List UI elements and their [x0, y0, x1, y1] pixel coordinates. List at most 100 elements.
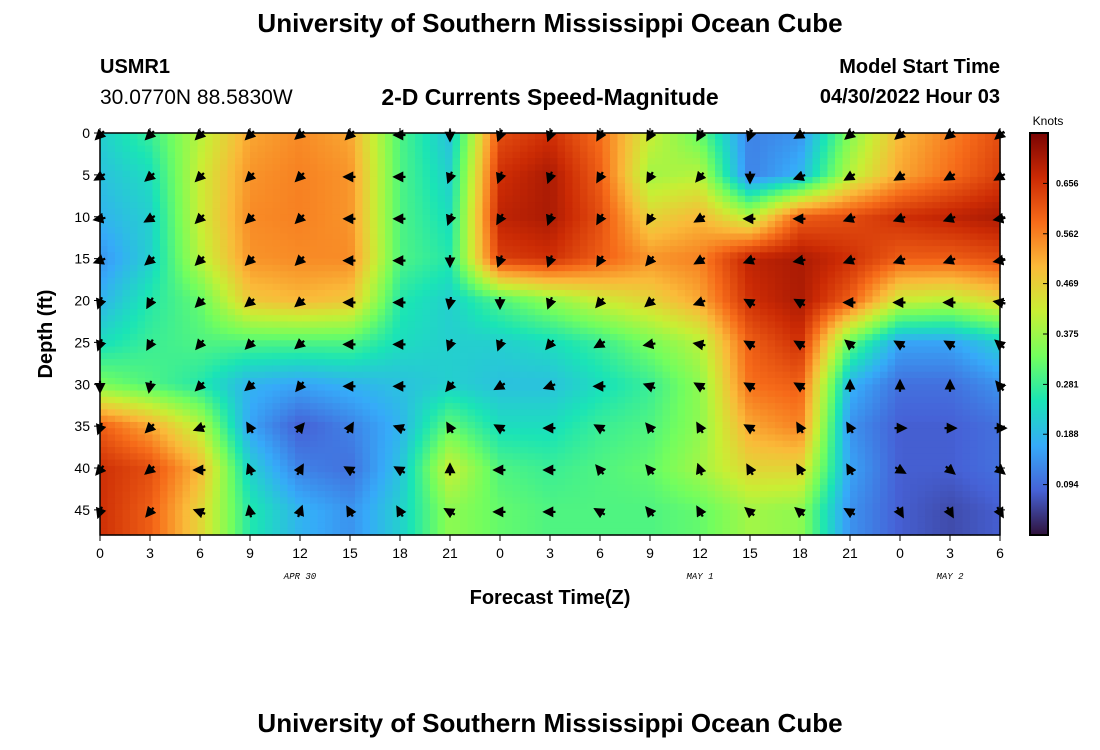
heatmap-cell: [707, 371, 716, 379]
heatmap-cell: [857, 208, 866, 216]
heatmap-cell: [362, 195, 371, 203]
heatmap-cell: [460, 371, 469, 379]
heatmap-cell: [130, 377, 139, 385]
heatmap-cell: [325, 315, 334, 323]
heatmap-cell: [115, 283, 124, 291]
heatmap-cell: [190, 271, 199, 279]
heatmap-cell: [137, 145, 146, 153]
heatmap-cell: [685, 246, 694, 253]
heatmap-cell: [467, 158, 476, 166]
heatmap-cell: [310, 164, 319, 172]
heatmap-cell: [430, 365, 439, 373]
heatmap-cell: [115, 133, 124, 140]
heatmap-cell: [940, 164, 949, 172]
heatmap-cell: [775, 176, 784, 184]
heatmap-cell: [760, 290, 769, 297]
heatmap-cell: [977, 359, 986, 367]
heatmap-cell: [977, 377, 986, 385]
heatmap-cell: [362, 151, 371, 159]
heatmap-cell: [587, 151, 596, 159]
heatmap-cell: [152, 365, 161, 373]
heatmap-cell: [527, 283, 536, 291]
heatmap-cell: [707, 227, 716, 235]
heatmap-cell: [632, 308, 641, 316]
heatmap-cell: [805, 151, 814, 159]
heatmap-cell: [100, 233, 109, 241]
heatmap-cell: [857, 183, 866, 191]
heatmap-cell: [595, 158, 604, 166]
heatmap-cell: [947, 145, 956, 153]
heatmap-cell: [685, 151, 694, 159]
heatmap-cell: [400, 365, 409, 373]
heatmap-cell: [572, 283, 581, 291]
heatmap-cell: [272, 283, 281, 291]
heatmap-cell: [617, 133, 626, 140]
heatmap-cell: [115, 158, 124, 166]
heatmap-cell: [820, 164, 829, 172]
heatmap-cell: [130, 340, 139, 348]
heatmap-cell: [115, 271, 124, 279]
heatmap-cell: [475, 352, 484, 360]
heatmap-cell: [542, 158, 551, 166]
heatmap-cell: [347, 139, 356, 147]
heatmap-cell: [587, 189, 596, 197]
heatmap-cell: [610, 258, 619, 266]
heatmap-cell: [677, 239, 686, 247]
heatmap-cell: [137, 246, 146, 253]
heatmap-cell: [512, 340, 521, 348]
heatmap-cell: [580, 189, 589, 197]
heatmap-cell: [782, 283, 791, 291]
heatmap-cell: [827, 315, 836, 323]
heatmap-cell: [595, 239, 604, 247]
heatmap-cell: [730, 359, 739, 367]
heatmap-cell: [977, 164, 986, 172]
heatmap-cell: [460, 139, 469, 147]
heatmap-cell: [887, 315, 896, 323]
heatmap-cell: [625, 384, 634, 392]
heatmap-cell: [175, 384, 184, 392]
heatmap-cell: [460, 145, 469, 153]
heatmap-cell: [392, 359, 401, 367]
heatmap-cell: [415, 264, 424, 272]
heatmap-cell: [490, 321, 499, 329]
heatmap-cell: [707, 252, 716, 260]
heatmap-cell: [482, 384, 491, 392]
heatmap-cell: [385, 359, 394, 367]
heatmap-cell: [272, 220, 281, 228]
heatmap-cell: [797, 334, 806, 341]
heatmap-cell: [415, 183, 424, 191]
heatmap-cell: [760, 252, 769, 260]
heatmap-cell: [190, 189, 199, 197]
heatmap-cell: [100, 202, 109, 209]
heatmap-cell: [820, 233, 829, 241]
heatmap-cell: [617, 189, 626, 197]
heatmap-cell: [775, 158, 784, 166]
heatmap-cell: [565, 264, 574, 272]
heatmap-cell: [325, 220, 334, 228]
heatmap-cell: [167, 277, 176, 285]
heatmap-cell: [640, 233, 649, 241]
heatmap-cell: [745, 264, 754, 272]
heatmap-cell: [497, 208, 506, 216]
heatmap-cell: [175, 233, 184, 241]
heatmap-cell: [355, 252, 364, 260]
heatmap-cell: [332, 214, 341, 222]
heatmap-cell: [917, 359, 926, 367]
heatmap-cell: [107, 365, 116, 373]
heatmap-cell: [872, 371, 881, 379]
heatmap-cell: [190, 308, 199, 316]
heatmap-cell: [302, 258, 311, 266]
heatmap-cell: [400, 170, 409, 178]
heatmap-cell: [205, 139, 214, 147]
heatmap-cell: [400, 346, 409, 354]
heatmap-cell: [910, 195, 919, 203]
heatmap-cell: [137, 315, 146, 323]
heatmap-cell: [625, 239, 634, 247]
heatmap-cell: [497, 239, 506, 247]
heatmap-cell: [835, 352, 844, 360]
heatmap-cell: [827, 352, 836, 360]
heatmap-cell: [505, 321, 514, 329]
heatmap-cell: [602, 384, 611, 392]
heatmap-cell: [362, 220, 371, 228]
heatmap-cell: [302, 220, 311, 228]
